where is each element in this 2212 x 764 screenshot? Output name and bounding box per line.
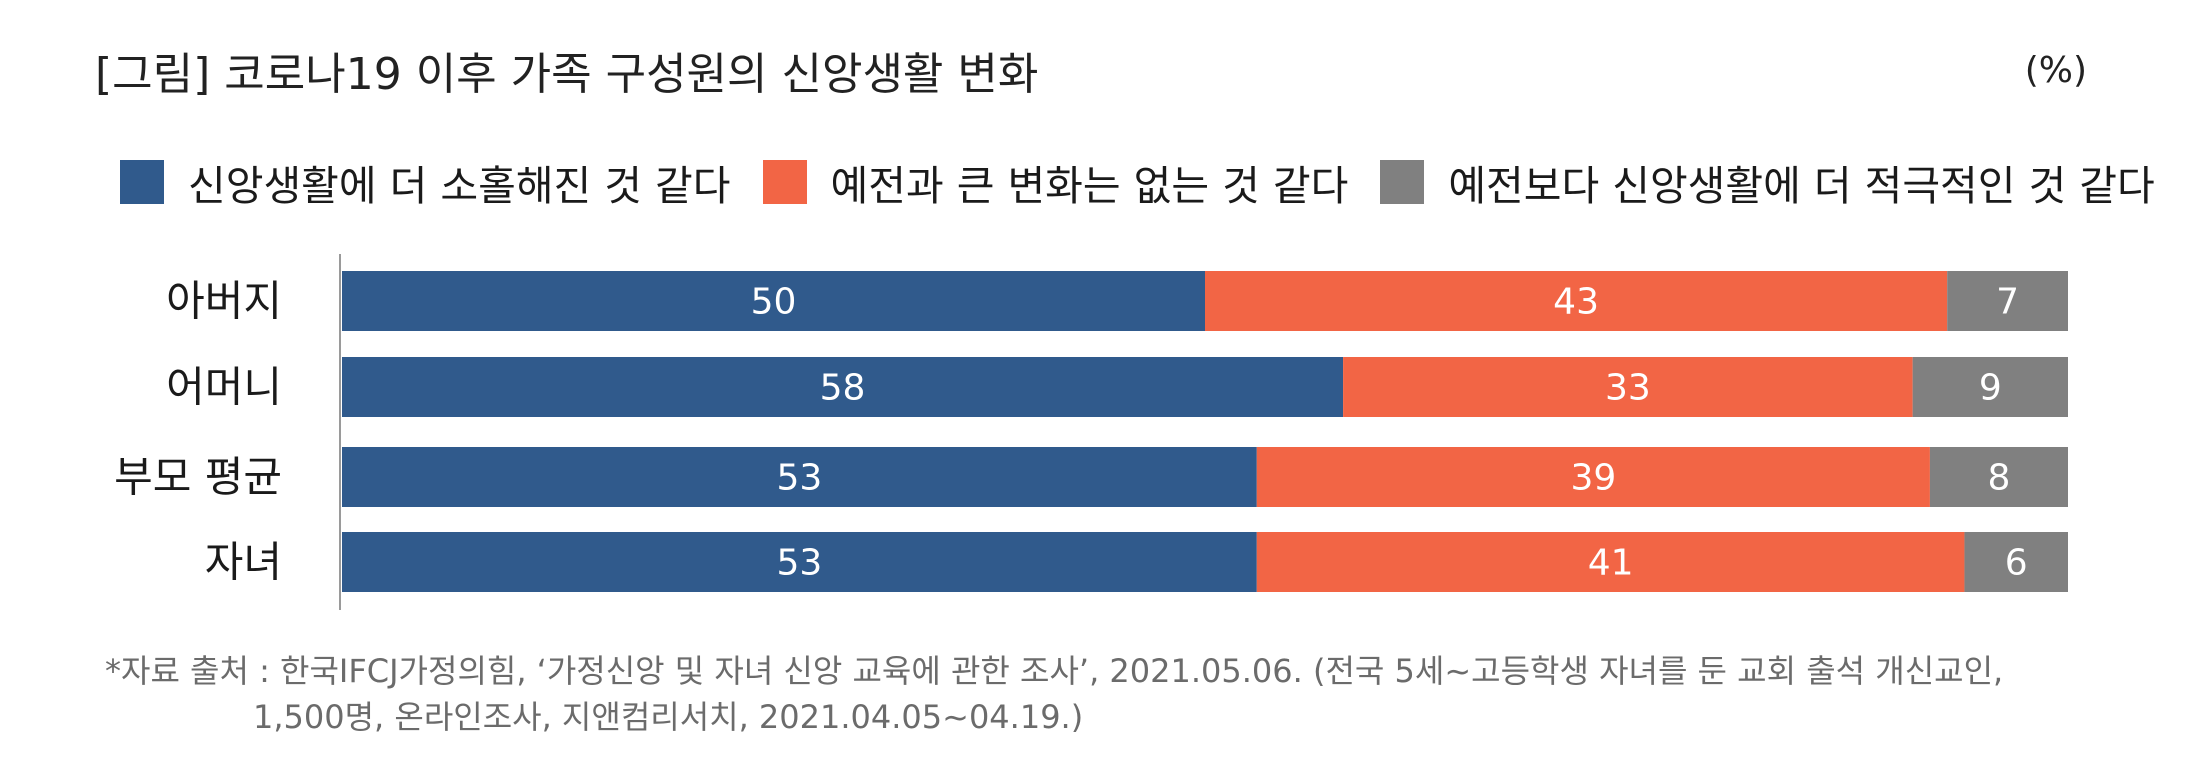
source-line-1: *자료 출처 : 한국IFCJ가정의힘, ‘가정신앙 및 자녀 신앙 교육에 관… [105, 652, 2004, 690]
data-label: 6 [2005, 543, 2028, 584]
data-label: 43 [1553, 282, 1599, 323]
bar-segment [1205, 271, 1948, 331]
legend-item-more-active: 예전보다 신앙생활에 더 적극적인 것 같다 [1380, 152, 2155, 212]
data-label: 41 [1588, 543, 1634, 584]
data-label: 7 [1996, 282, 2019, 323]
bar-segment [1256, 447, 1930, 507]
data-label: 53 [776, 543, 822, 584]
unit-label: (%) [2024, 50, 2087, 91]
data-label: 53 [776, 458, 822, 499]
bar-segment [1343, 357, 1913, 417]
bar-segment [342, 271, 1205, 331]
source-line-2: 1,500명, 온라인조사, 지앤컴리서치, 2021.04.05~04.19.… [253, 698, 1084, 736]
legend-swatch-no-change [762, 160, 807, 204]
legend-swatch-neglected [120, 160, 164, 204]
bar-segment [342, 357, 1344, 417]
data-label: 58 [820, 368, 866, 409]
bar-segment [1929, 447, 2068, 507]
legend-label-no-change: 예전과 큰 변화는 없는 것 같다 [830, 162, 1349, 210]
data-label: 9 [1979, 368, 2002, 409]
category-label: 자녀 [205, 538, 282, 587]
legend: 신앙생활에 더 소홀해진 것 같다 예전과 큰 변화는 없는 것 같다 예전보다… [120, 152, 2155, 212]
bar-segment [1964, 532, 2068, 592]
category-label: 어머니 [166, 363, 282, 412]
legend-item-no-change: 예전과 큰 변화는 없는 것 같다 [762, 152, 1349, 212]
category-label: 아버지 [166, 277, 282, 326]
data-label: 50 [751, 282, 797, 323]
category-label: 부모 평균 [114, 453, 282, 502]
legend-label-more-active: 예전보다 신앙생활에 더 적극적인 것 같다 [1448, 162, 2155, 210]
bar-segment [1256, 532, 1965, 592]
stacked-bar-chart: 아버지 50 43 7 어머니 58 33 9 부모 평균 53 39 8 자녀 53 41 6 [114, 254, 2068, 610]
bar-segment [1947, 271, 2068, 331]
bar-segment [342, 447, 1257, 507]
bar-segment [1912, 357, 2068, 417]
legend-item-neglected: 신앙생활에 더 소홀해진 것 같다 [120, 152, 731, 212]
data-label: 39 [1570, 458, 1616, 499]
data-label: 8 [1988, 458, 2011, 499]
legend-swatch-more-active [1380, 160, 1425, 204]
data-label: 33 [1605, 368, 1651, 409]
bar-segment [342, 532, 1257, 592]
source-note: *자료 출처 : 한국IFCJ가정의힘, ‘가정신앙 및 자녀 신앙 교육에 관… [105, 648, 2003, 740]
chart-title: [그림] 코로나19 이후 가족 구성원의 신앙생활 변화 [95, 49, 1039, 100]
legend-label-neglected: 신앙생활에 더 소홀해진 것 같다 [188, 162, 731, 210]
